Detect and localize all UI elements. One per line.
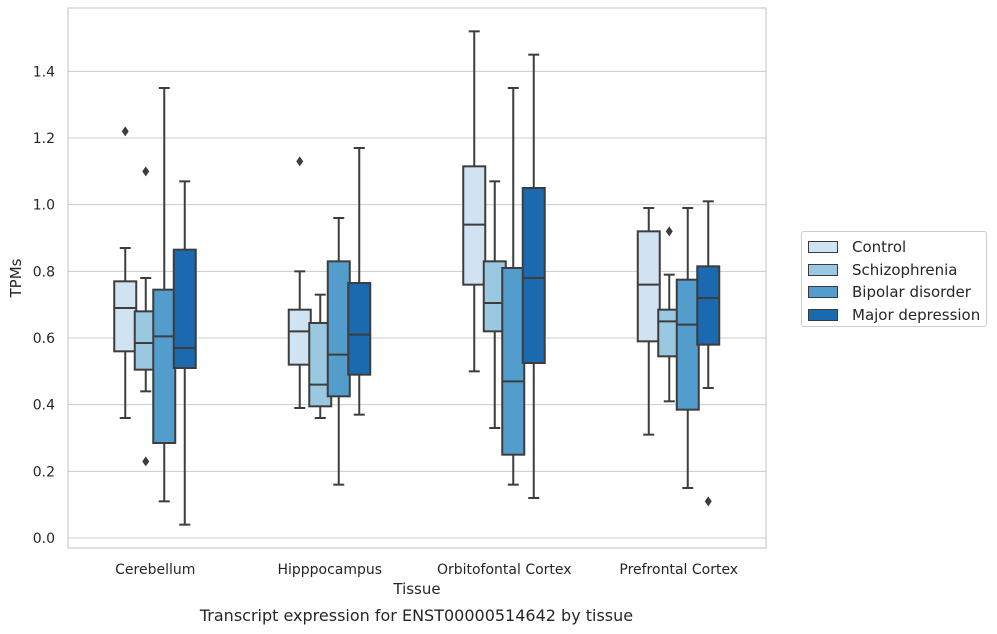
x-axis-label: Tissue (392, 580, 440, 598)
box (152, 87, 177, 503)
box (462, 30, 487, 373)
box (287, 156, 312, 409)
y-axis-label: TPMs (7, 258, 25, 298)
box (172, 180, 197, 526)
box (113, 126, 138, 419)
boxes (113, 30, 721, 526)
y-tick-label: 0.2 (33, 464, 55, 480)
outlier-point (121, 126, 129, 137)
legend-item-schizophrenia: Schizophrenia (808, 259, 986, 282)
legend-item-control: Control (808, 236, 986, 259)
legend-item-bipolar-disorder: Bipolar disorder (808, 281, 986, 304)
box-iqr (675, 278, 700, 411)
y-tick-label: 0.4 (33, 398, 55, 414)
legend-swatch-control (808, 241, 838, 254)
box-iqr (152, 288, 177, 444)
outlier-point (296, 156, 304, 167)
x-tick-label: Hipppocampus (277, 562, 382, 578)
y-tick-label: 1.2 (33, 131, 55, 147)
legend-label-schizophrenia: Schizophrenia (852, 260, 958, 279)
box (347, 147, 372, 416)
plot-frame (67, 7, 767, 549)
box-iqr (326, 260, 351, 398)
box (521, 53, 546, 499)
x-tick-label: Prefrontal Cortex (619, 562, 738, 578)
box (308, 293, 333, 419)
legend-swatch-bipolar-disorder (808, 286, 838, 299)
outlier-point (142, 456, 150, 467)
y-tick-label: 0.6 (33, 331, 55, 347)
box (482, 180, 507, 429)
legend-item-major-depression: Major depression (808, 304, 986, 327)
box-iqr (172, 248, 197, 370)
box (657, 226, 682, 403)
legend-swatch-schizophrenia (808, 263, 838, 276)
outlier-point (142, 166, 150, 177)
x-tick-label: Cerebellum (115, 562, 195, 578)
legend-label-major-depression: Major depression (852, 305, 981, 324)
box (133, 166, 158, 467)
figure-caption: Transcript expression for ENST0000051464… (199, 606, 634, 625)
box (501, 87, 526, 486)
legend-label-bipolar-disorder: Bipolar disorder (852, 283, 971, 302)
box-iqr (287, 308, 312, 366)
outlier-point (704, 496, 712, 507)
legend-swatch-major-depression (808, 308, 838, 321)
box (636, 207, 661, 436)
box (326, 217, 351, 486)
box-iqr (636, 230, 661, 343)
y-tick-label: 1.4 (33, 64, 55, 80)
box (675, 207, 700, 489)
x-tick-label: Orbitofontal Cortex (437, 562, 572, 578)
box-iqr (347, 282, 372, 376)
box-iqr (696, 265, 721, 346)
outlier-point (665, 226, 673, 237)
box-iqr (113, 280, 138, 353)
box-iqr (521, 187, 546, 364)
box-iqr (501, 267, 526, 456)
y-tick-label: 1.0 (33, 198, 55, 214)
legend: Control Schizophrenia Bipolar disorder M… (801, 231, 987, 327)
legend-label-control: Control (852, 238, 907, 257)
box (696, 200, 721, 507)
y-tick-label: 0.8 (33, 264, 55, 280)
axis-ticks: 0.0 0.2 0.4 0.6 0.8 1.0 1.2 1.4 Cerebellum Hipppo… (33, 64, 738, 578)
y-tick-label: 0.0 (33, 531, 55, 547)
